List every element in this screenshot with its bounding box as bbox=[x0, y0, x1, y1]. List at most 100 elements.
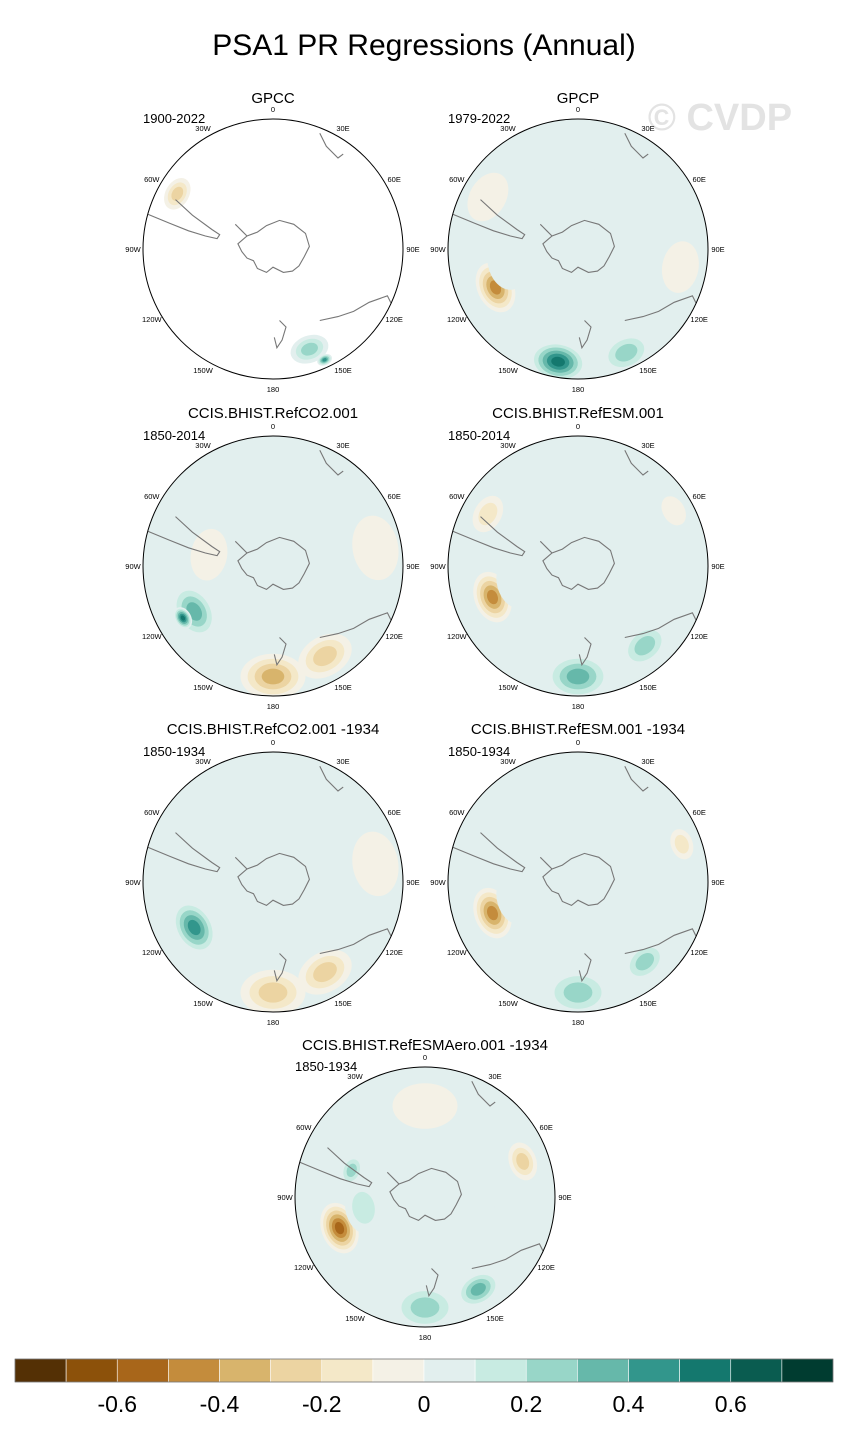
colorbar-swatch bbox=[628, 1358, 680, 1383]
anomaly-contour bbox=[516, 1152, 530, 1170]
lon-tick-label: 90W bbox=[430, 878, 446, 887]
map-panel: GPCP 1979-2022 0 30E 60E 90E 120E 150E 180 150W 12… bbox=[430, 90, 724, 394]
map-border bbox=[142, 751, 404, 1013]
lon-tick-label: 90W bbox=[430, 245, 446, 254]
anomaly-contour bbox=[496, 557, 535, 609]
colorbar-swatch bbox=[423, 1358, 476, 1383]
anomaly-contour bbox=[392, 1083, 458, 1129]
antarctica-coastline bbox=[542, 536, 615, 591]
lon-tick-label: 90W bbox=[430, 562, 446, 571]
anomaly-contour bbox=[352, 831, 399, 897]
south-america-coastline bbox=[451, 832, 526, 873]
lon-tick-label: 120E bbox=[385, 632, 403, 641]
lon-tick-label: 120E bbox=[385, 948, 403, 957]
colorbar-tick-label: -0.6 bbox=[97, 1391, 137, 1417]
africa-coastline bbox=[319, 133, 344, 159]
lon-tick-label: 60E bbox=[693, 492, 706, 501]
colorbar-tick-label: 0.6 bbox=[715, 1391, 747, 1417]
precip-field bbox=[295, 1067, 555, 1327]
lon-tick-label: 0 bbox=[576, 105, 580, 114]
lon-tick-label: 30E bbox=[641, 124, 654, 133]
antarctica-coastline bbox=[542, 219, 615, 274]
new-zealand-coastline bbox=[578, 320, 592, 350]
colorbar-frame bbox=[14, 1358, 834, 1383]
anomaly-contour bbox=[563, 982, 593, 1003]
lon-tick-label: 90E bbox=[558, 1193, 571, 1202]
lon-tick-label: 30W bbox=[500, 124, 516, 133]
colorbar-swatch bbox=[219, 1358, 271, 1383]
lon-tick-label: 30E bbox=[641, 441, 654, 450]
lon-tick-label: 0 bbox=[576, 422, 580, 431]
lon-tick-label: 180 bbox=[267, 702, 280, 711]
precip-field bbox=[143, 752, 403, 1012]
map-panel: CCIS.BHIST.RefCO2.001 -1934 1850-1934 0 30E… bbox=[125, 721, 419, 1027]
antarctica-coastline bbox=[237, 219, 310, 274]
colorbar: -0.6 -0.4 -0.2 0 0.2 0.4 0.6 bbox=[14, 1358, 834, 1417]
lon-tick-label: 180 bbox=[572, 702, 585, 711]
precip-field bbox=[448, 119, 708, 379]
lon-tick-label: 30E bbox=[641, 757, 654, 766]
lon-tick-label: 30W bbox=[500, 757, 516, 766]
lon-tick-label: 120W bbox=[142, 948, 163, 957]
anomaly-contour bbox=[180, 615, 186, 621]
colorbar-swatch bbox=[679, 1358, 732, 1383]
field-background bbox=[295, 1067, 555, 1327]
anomaly-contour bbox=[467, 172, 509, 222]
new-zealand-coastline bbox=[273, 637, 287, 667]
africa-coastline bbox=[319, 450, 344, 476]
south-america-coastline bbox=[298, 1147, 373, 1188]
panels: GPCC 1900-2022 0 30E 60E 90E 120E 150E 180 150W 12… bbox=[125, 90, 724, 1342]
south-america-coastline bbox=[146, 199, 221, 240]
anomaly-contour bbox=[171, 186, 184, 201]
anomaly-contour bbox=[261, 668, 285, 685]
anomaly-contour bbox=[470, 1282, 486, 1296]
peninsula-coastline bbox=[234, 223, 248, 237]
figure-title: PSA1 PR Regressions (Annual) bbox=[212, 29, 636, 62]
colorbar-tick-label: 0 bbox=[418, 1391, 431, 1417]
lon-tick-label: 120E bbox=[690, 632, 708, 641]
lon-tick-label: 150E bbox=[639, 683, 657, 692]
anomaly-contour bbox=[334, 1221, 345, 1235]
lon-tick-label: 60W bbox=[449, 808, 465, 817]
lon-tick-label: 60E bbox=[693, 808, 706, 817]
peninsula-coastline bbox=[234, 540, 248, 554]
lon-tick-label: 30W bbox=[195, 441, 211, 450]
new-zealand-coastline bbox=[578, 953, 592, 983]
lon-tick-label: 180 bbox=[419, 1333, 432, 1342]
lon-tick-label: 60E bbox=[388, 808, 401, 817]
africa-coastline bbox=[624, 133, 649, 159]
anomaly-contour bbox=[487, 233, 528, 290]
colorbar-swatch bbox=[474, 1358, 527, 1383]
field-background bbox=[143, 119, 403, 379]
lon-tick-label: 90E bbox=[406, 878, 419, 887]
coastlines bbox=[146, 766, 394, 987]
lon-tick-label: 60W bbox=[144, 175, 160, 184]
panel-period: 1850-1934 bbox=[448, 744, 510, 759]
lon-tick-label: 150W bbox=[498, 999, 519, 1008]
colorbar-swatch bbox=[65, 1358, 118, 1383]
anomaly-contour bbox=[661, 496, 686, 526]
map-panel: CCIS.BHIST.RefESMAero.001 -1934 1850-1934… bbox=[277, 1037, 571, 1342]
anomaly-contour bbox=[301, 342, 318, 356]
panel-title: CCIS.BHIST.RefCO2.001 bbox=[188, 405, 358, 422]
lon-tick-label: 90E bbox=[406, 562, 419, 571]
lon-tick-label: 120E bbox=[690, 948, 708, 957]
anomaly-contour bbox=[615, 343, 638, 362]
lon-tick-label: 150E bbox=[334, 683, 352, 692]
lon-tick-label: 90W bbox=[125, 562, 141, 571]
new-zealand-coastline bbox=[273, 320, 287, 350]
lon-tick-label: 60W bbox=[144, 492, 160, 501]
lon-tick-label: 150E bbox=[334, 366, 352, 375]
lon-tick-label: 120W bbox=[447, 632, 468, 641]
lon-tick-label: 150W bbox=[498, 366, 519, 375]
lon-tick-label: 30W bbox=[195, 124, 211, 133]
anomaly-contour bbox=[313, 962, 337, 983]
lon-tick-label: 30W bbox=[500, 441, 516, 450]
colorbar-swatch bbox=[116, 1358, 169, 1383]
precip-field bbox=[448, 436, 708, 696]
map-border bbox=[447, 435, 709, 697]
lon-tick-label: 0 bbox=[271, 105, 275, 114]
lon-tick-label: 30E bbox=[488, 1072, 501, 1081]
lon-tick-label: 90E bbox=[711, 245, 724, 254]
